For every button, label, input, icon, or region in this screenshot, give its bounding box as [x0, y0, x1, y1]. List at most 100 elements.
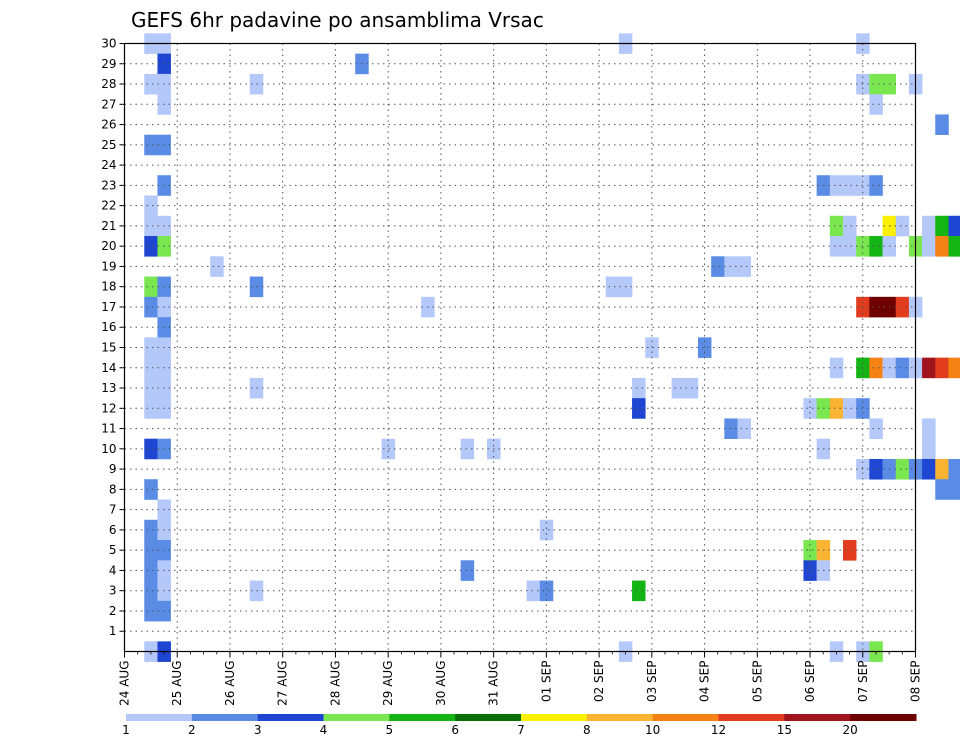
heatmap-cell — [829, 175, 844, 196]
heatmap-cell — [144, 296, 158, 318]
y-tick-label: 12 — [101, 401, 116, 415]
heatmap-cell — [948, 215, 960, 237]
heatmap-cell — [632, 398, 646, 419]
x-tick-label: 30 AUG — [434, 661, 448, 706]
x-tick-label: 01 SEP — [539, 661, 553, 703]
legend-label: 4 — [320, 723, 328, 737]
heatmap-cell — [605, 276, 620, 298]
y-tick-label: 2 — [109, 604, 117, 618]
x-tick-label: 06 SEP — [803, 661, 817, 703]
legend-label: 12 — [711, 723, 726, 737]
legend-label: 8 — [583, 723, 591, 737]
heatmap-cell — [842, 540, 857, 561]
heatmap-cell — [922, 236, 936, 257]
y-tick-label: 15 — [101, 341, 116, 355]
y-tick-label: 20 — [101, 239, 116, 253]
legend-swatch — [126, 714, 193, 721]
legend-swatch — [850, 714, 917, 721]
x-tick-label: 07 SEP — [856, 661, 870, 703]
heatmap-cell — [842, 236, 857, 257]
heatmap-cell — [829, 236, 844, 257]
heatmap-cell — [144, 215, 158, 237]
heatmap-cell — [539, 519, 554, 541]
heatmap-cell — [711, 256, 725, 277]
heatmap-cell — [895, 357, 910, 379]
y-tick-label: 11 — [101, 422, 116, 436]
heatmap-cell — [144, 479, 158, 500]
legend-swatch — [191, 714, 259, 721]
y-tick-label: 10 — [101, 442, 116, 456]
legend-label: 20 — [843, 723, 858, 737]
heatmap-cell — [829, 215, 844, 237]
heatmap-cell — [144, 540, 158, 561]
y-tick-label: 23 — [101, 178, 116, 192]
heatmap-cell — [948, 458, 960, 480]
y-tick-label: 24 — [101, 158, 116, 172]
heatmap-cell — [922, 438, 936, 460]
heatmap-cell — [381, 438, 396, 460]
heatmap-cell — [144, 519, 158, 541]
x-tick-label: 25 AUG — [170, 661, 184, 706]
y-tick-label: 26 — [101, 118, 116, 132]
legend-label: 7 — [517, 723, 525, 737]
y-tick-label: 17 — [101, 300, 116, 314]
x-tick-label: 29 AUG — [381, 661, 395, 706]
heatmap-cell — [144, 276, 158, 298]
x-tick-label: 02 SEP — [592, 661, 606, 703]
heatmap-cell — [869, 418, 883, 439]
y-tick-label: 29 — [101, 57, 116, 71]
color-legend: 1 2 3 4 5 6 7 8 10 12 15 20 — [122, 714, 917, 737]
heatmap-cell — [948, 236, 960, 257]
heatmap-cell — [869, 296, 883, 318]
heatmap-cell — [842, 175, 857, 196]
y-tick-label: 13 — [101, 381, 116, 395]
heatmap-cell — [935, 215, 949, 237]
heatmap-cell — [144, 236, 158, 257]
heatmap-cell — [144, 377, 158, 399]
legend-swatch — [389, 714, 456, 721]
legend-swatch — [586, 714, 654, 721]
heatmap-cell — [144, 438, 158, 460]
heatmap-cell — [737, 256, 752, 277]
heatmap-cell — [922, 215, 936, 237]
y-tick-label: 7 — [109, 503, 117, 517]
heatmap-cell — [829, 357, 844, 379]
legend-label: 3 — [254, 723, 262, 737]
heatmap-cell — [697, 337, 712, 358]
heatmap-cell — [144, 73, 158, 95]
heatmap-cell — [210, 256, 224, 277]
heatmap-cell — [895, 458, 910, 480]
heatmap-cell — [144, 337, 158, 358]
heatmap-cell — [144, 134, 158, 156]
y-tick-label: 25 — [101, 138, 116, 152]
heatmap-cell — [935, 357, 949, 379]
heatmap-cell — [144, 195, 158, 217]
legend-swatch — [521, 714, 588, 721]
x-tick-label: 08 SEP — [909, 661, 923, 703]
heatmap-cell — [935, 479, 949, 500]
y-tick-label: 27 — [101, 97, 116, 111]
chart-title: GEFS 6hr padavine po ansamblima Vrsac — [131, 8, 544, 32]
heatmap-cell — [144, 580, 158, 602]
heatmap-cell — [869, 175, 883, 196]
y-tick-label: 28 — [101, 77, 116, 91]
heatmap-cell — [460, 438, 475, 460]
legend-label: 1 — [122, 723, 130, 737]
heatmap-cell — [460, 560, 475, 581]
heatmap-cell — [249, 73, 264, 95]
heatmap-cell — [948, 479, 960, 500]
heatmap-cell — [724, 256, 738, 277]
y-tick-label: 16 — [101, 320, 116, 334]
legend-swatch — [455, 714, 522, 721]
heatmap-cell — [632, 377, 646, 399]
heatmap-cell — [922, 418, 936, 439]
y-tick-label: 8 — [109, 482, 117, 496]
heatmap-cell — [829, 398, 844, 419]
x-tick-label: 05 SEP — [750, 661, 764, 703]
heatmap-cell — [869, 458, 883, 480]
x-axis: 24 AUG 25 AUG 26 AUG 27 AUG 28 AUG 29 AUG 30 A… — [118, 651, 923, 706]
heatmap-cell — [249, 377, 264, 399]
legend-label: 5 — [386, 723, 394, 737]
heatmap-cell — [842, 215, 857, 237]
